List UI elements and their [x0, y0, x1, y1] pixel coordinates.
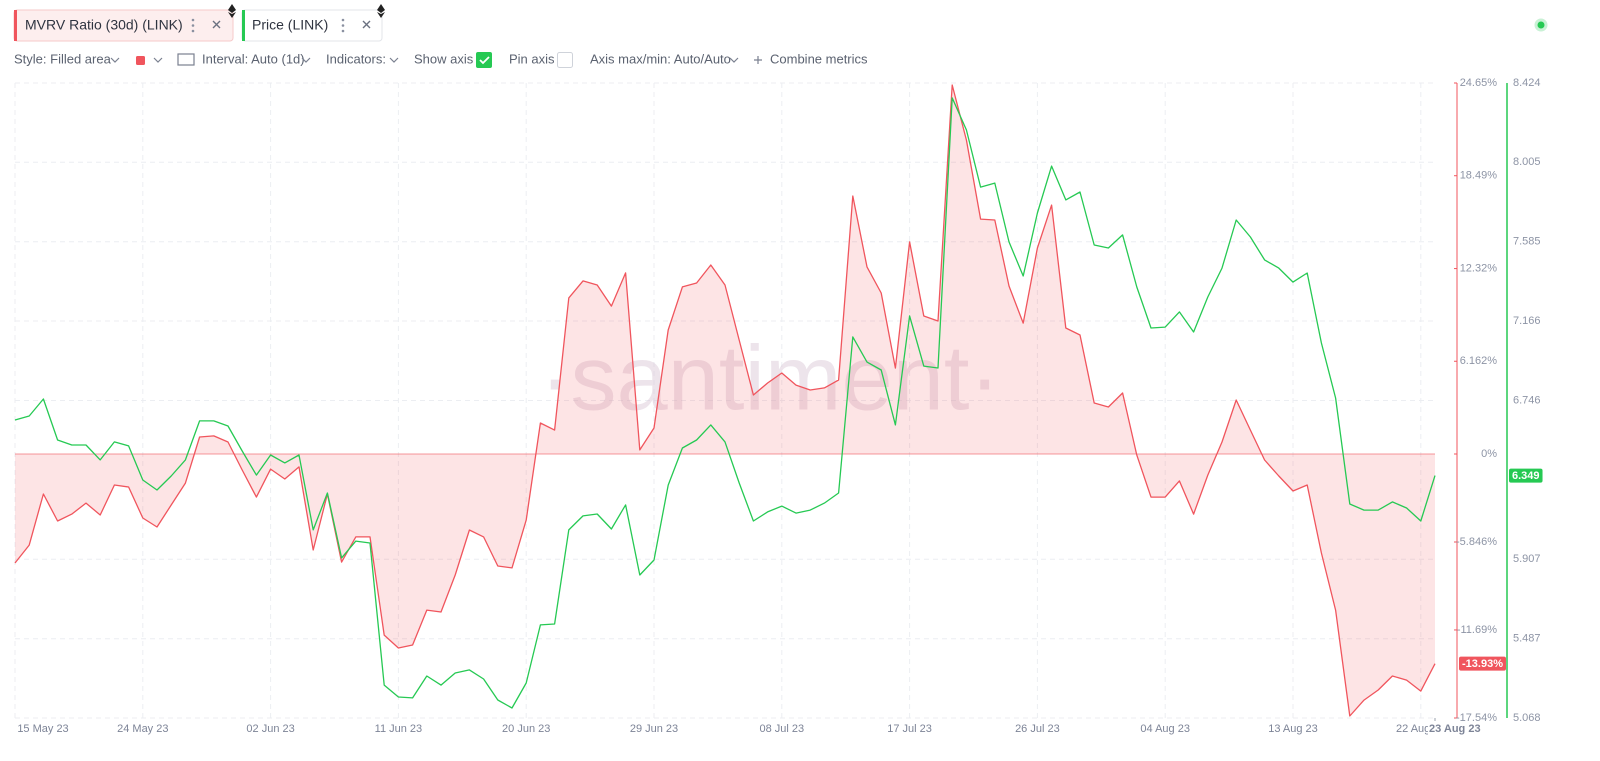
y-tick-label: 18.49% [1460, 170, 1498, 182]
y2-tick-label: 5.068 [1513, 712, 1541, 724]
chevron [153, 57, 163, 63]
x-tick-label: 20 Jun 23 [502, 723, 550, 735]
show-axis-label[interactable]: Show axis [414, 51, 474, 66]
value-badge [1509, 468, 1543, 483]
legend-label: MVRV Ratio (30d) (LINK) [25, 17, 183, 33]
value-badge [1459, 656, 1506, 671]
y2-tick-label: 8.005 [1513, 156, 1541, 168]
metric-tab[interactable]: Price (LINK) [241, 4, 385, 42]
y-tick-label: 0% [1481, 448, 1497, 460]
series-line [14, 84, 1436, 717]
end-label-bg [1428, 720, 1486, 736]
interval-select[interactable]: Interval: Auto (1d) [202, 51, 305, 66]
y-tick-label: 6.162% [1460, 355, 1498, 367]
chevron [389, 57, 399, 63]
y2-tick-label: 7.585 [1513, 236, 1541, 248]
eth-icon [377, 4, 385, 18]
combine-metrics[interactable]: Combine metrics [770, 51, 868, 66]
chevron [110, 57, 120, 63]
y2-tick-label: 5.907 [1513, 553, 1541, 565]
chevron [729, 57, 739, 63]
y-tick-label: 24.65% [1460, 77, 1498, 89]
y-tick-label: -11.69% [1457, 624, 1497, 636]
series-line [14, 97, 1436, 709]
close-icon[interactable] [362, 20, 371, 29]
metric-tab[interactable]: MVRV Ratio (30d) (LINK) [13, 4, 236, 42]
close-icon[interactable] [212, 20, 221, 29]
pin-axis-label[interactable]: Pin axis [509, 51, 555, 66]
ruler-icon [177, 53, 195, 66]
tab-color [14, 10, 17, 41]
check-mark [479, 56, 490, 65]
x-tick-label: 17 Jul 23 [887, 723, 932, 735]
y2-tick-label: 8.424 [1513, 77, 1541, 89]
plot [14, 84, 1436, 717]
x-tick-label: 26 Jul 23 [1015, 723, 1060, 735]
status-dot [1534, 18, 1548, 32]
indicators-select[interactable]: Indicators: [326, 51, 386, 66]
plus-icon [754, 56, 762, 64]
x-tick-label: 29 Jun 23 [630, 723, 678, 735]
y2-tick-label: 5.487 [1513, 633, 1541, 645]
y-tick-label: 12.32% [1460, 262, 1498, 274]
x-tick-label: 08 Jul 23 [759, 723, 804, 735]
x-tick-label: 02 Jun 23 [246, 723, 294, 735]
color-picker[interactable] [136, 56, 145, 65]
tab-color [242, 10, 245, 41]
menu-icon[interactable] [191, 18, 195, 33]
axis-max-min-select[interactable]: Axis max/min: Auto/Auto [590, 51, 731, 66]
area-fill [15, 85, 1435, 716]
watermark: ·santiment· [540, 327, 1000, 429]
style-select[interactable]: Style: Filled area [14, 51, 112, 66]
y2-tick-label: 7.166 [1513, 315, 1541, 327]
value-label: -13.93% [1462, 658, 1503, 670]
eth-icon [228, 4, 236, 18]
value-label: 6.349 [1512, 470, 1540, 482]
y2-tick-label: 6.746 [1513, 394, 1541, 406]
x-tick-label: 13 Aug 23 [1268, 723, 1318, 735]
x-tick-label: 11 Jun 23 [375, 723, 423, 735]
x-tick-label: 15 May 23 [17, 723, 68, 735]
toolbar: Style: Filled area Interval: Auto (1d) I… [14, 51, 868, 68]
y-tick-label: -5.846% [1456, 536, 1497, 548]
show-axis-checkbox[interactable] [476, 52, 492, 68]
x-tick-label: 23 Aug 23 [1429, 723, 1481, 735]
axes: 15 May 23 24 May 23 02 Jun 23 11 Jun 23 20 J… [17, 77, 1543, 736]
chevron [301, 57, 311, 63]
menu-icon[interactable] [341, 18, 345, 33]
legend-label: Price (LINK) [252, 17, 328, 33]
x-tick-label: 24 May 23 [117, 723, 168, 735]
y-tick-label: -17.54% [1456, 712, 1497, 724]
grid [14, 82, 1435, 719]
x-tick-label: 04 Aug 23 [1140, 723, 1190, 735]
pin-axis-checkbox[interactable] [557, 52, 573, 68]
